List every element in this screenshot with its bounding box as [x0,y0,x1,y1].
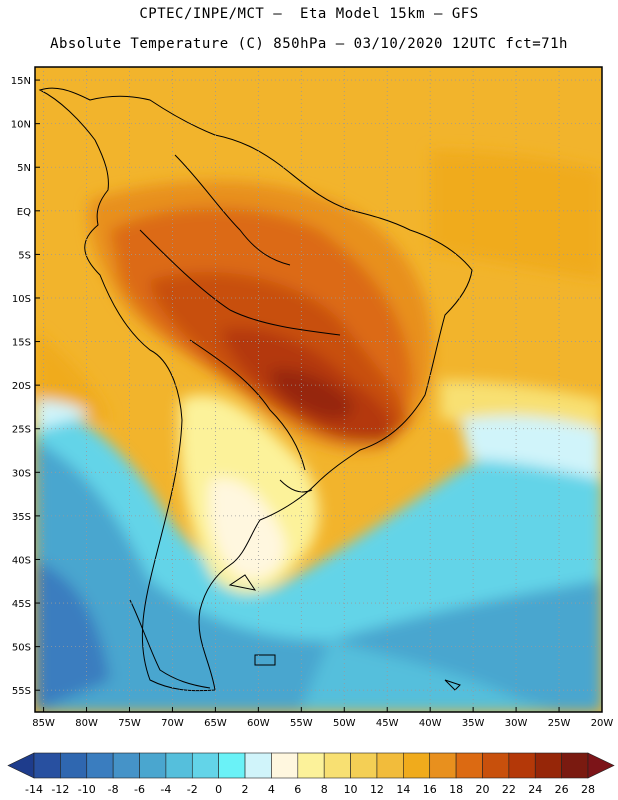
colorbar-swatch [244,752,272,779]
colorbar-swatch [561,752,589,779]
chart-title: CPTEC/INPE/MCT – Eta Model 15km – GFS [139,6,479,22]
colorbar-swatch [455,752,483,779]
colorbar-label: -10 [78,783,96,796]
latitude-label: 15N [11,76,31,87]
colorbar-label: 12 [370,783,384,796]
longitude-label: 40W [419,718,442,729]
colorbar-label: 24 [528,783,542,796]
colorbar-swatch [323,752,351,779]
colorbar-label: 8 [321,783,328,796]
colorbar-swatch [297,752,325,779]
latitude-label: 10N [11,120,31,131]
longitude-label: 20W [591,718,614,729]
latitude-label: 40S [12,555,31,566]
latitude-label: 10S [12,294,31,305]
longitude-label: 55W [290,718,313,729]
colorbar-min-arrow [7,752,35,779]
colorbar-swatch [350,752,378,779]
colorbar-swatch [508,752,536,779]
latitude-label: 15S [12,338,31,349]
longitude-label: 50W [333,718,356,729]
longitude-label: 80W [75,718,98,729]
map-frame [34,66,603,713]
longitude-label: 60W [247,718,270,729]
latitude-label: 55S [12,686,31,697]
longitude-label: 85W [32,718,55,729]
longitude-label: 75W [118,718,141,729]
colorbar-label: 20 [475,783,489,796]
colorbar-swatch [33,752,61,779]
coastline [38,87,473,692]
colorbar-label: -14 [25,783,43,796]
colorbar-label: 6 [294,783,301,796]
latitude-label: 25S [12,425,31,436]
colorbar-swatch [534,752,562,779]
colorbar-label: -4 [160,783,171,796]
latitude-label: EQ [17,207,31,218]
latitude-label: 5S [18,250,31,261]
longitude-label: 30W [505,718,528,729]
longitude-label: 70W [161,718,184,729]
colorbar-swatch [429,752,457,779]
map-grid [35,67,603,712]
colorbar-label: 28 [581,783,595,796]
latitude-label: 5N [17,163,31,174]
color-scale-legend: -14 -12 -10 -8 -6 -4 -2 0 2 4 6 8 10 12 14 16 18 20 22 24 26… [7,752,615,796]
colorbar-label: 14 [396,783,410,796]
latitude-label: 30S [12,468,31,479]
colorbar-max-arrow [587,752,615,779]
latitude-label: 50S [12,643,31,654]
colorbar-swatch [139,752,167,779]
colorbar-label: 2 [242,783,249,796]
longitude-label: 45W [376,718,399,729]
colorbar-swatch [191,752,219,779]
chart-subtitle: Absolute Temperature (C) 850hPa – 03/10/… [50,36,568,52]
latitude-label: 35S [12,512,31,523]
colorbar-label: 0 [215,783,222,796]
colorbar-label: -12 [51,783,69,796]
longitude-label: 35W [462,718,485,729]
colorbar-label: 26 [555,783,569,796]
colorbar-swatch [218,752,246,779]
colorbar-swatch [165,752,193,779]
latitude-axis: 15N 10N 5N EQ 5S 10S 15S 20S 25S 30S 35S 40S 45S 50S 5… [11,76,40,697]
colorbar-label: 18 [449,783,463,796]
colorbar-label: -2 [187,783,198,796]
temperature-field [35,67,602,712]
colorbar-label: -8 [108,783,119,796]
colorbar-label: -6 [134,783,145,796]
colorbar-swatch [482,752,510,779]
latitude-label: 20S [12,381,31,392]
colorbar-swatch [403,752,431,779]
colorbar-label: 16 [423,783,437,796]
colorbar-swatch [60,752,88,779]
longitude-label: 25W [548,718,571,729]
colorbar-label: 22 [502,783,516,796]
colorbar-swatch [376,752,404,779]
colorbar-swatch [112,752,140,779]
longitude-label: 65W [204,718,227,729]
colorbar-swatch [86,752,114,779]
colorbar-label: 10 [344,783,358,796]
colorbar-label: 4 [268,783,275,796]
latitude-label: 45S [12,599,31,610]
colorbar-swatch [271,752,299,779]
longitude-axis: 85W 80W 75W 70W 65W 60W 55W 50W 45W 40W 35W 30W 25W 2… [32,707,613,729]
